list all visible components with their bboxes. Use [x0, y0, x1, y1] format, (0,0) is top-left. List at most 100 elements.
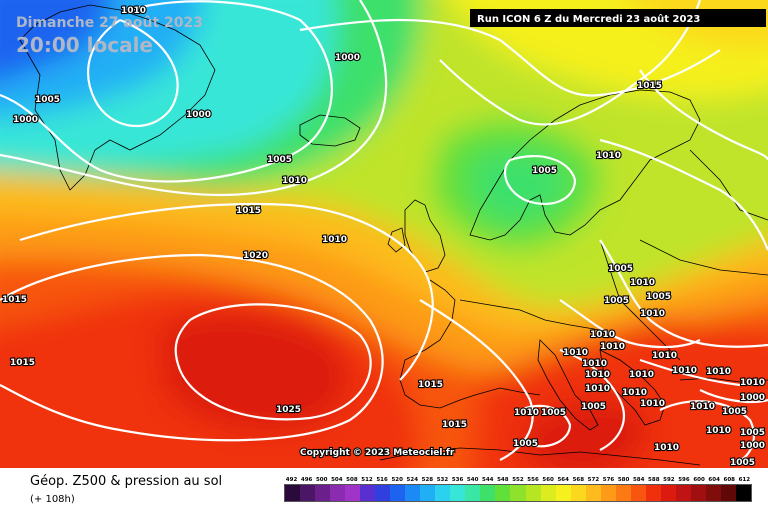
scale-value-label: 516: [376, 477, 388, 483]
scale-swatch: [285, 485, 301, 501]
isobar-label: 1005: [730, 458, 755, 468]
run-banner: Run ICON 6 Z du Mercredi 23 août 2023: [470, 9, 766, 27]
scale-swatch: [555, 485, 571, 501]
scale-swatch: [315, 485, 331, 501]
scale-value-label: 496: [300, 477, 313, 483]
isobar-label: 1000: [13, 115, 38, 125]
scale-swatch: [570, 485, 586, 501]
isobar-label: 1010: [740, 378, 765, 388]
isobar-label: 1005: [604, 296, 629, 306]
scale-swatch: [540, 485, 556, 501]
isobar-label: 1000: [740, 393, 765, 403]
isobar-label: 1025: [276, 405, 301, 415]
scale-swatch: [735, 485, 751, 501]
isobar-label: 1010: [282, 176, 307, 186]
scale-value-label: 588: [648, 477, 660, 483]
geopotential-field: [0, 0, 768, 468]
forecast-date: Dimanche 27 août 2023: [16, 15, 203, 31]
scale-swatch: [600, 485, 616, 501]
scale-swatch: [525, 485, 541, 501]
scale-value-label: 604: [708, 477, 720, 483]
scale-value-label: 528: [421, 477, 434, 483]
isobar-label: 1010: [654, 443, 679, 453]
scale-swatch: [630, 485, 646, 501]
scale-swatch: [495, 485, 511, 501]
legend-subtitle: (+ 108h): [30, 494, 75, 505]
isobar-label: 1005: [740, 428, 765, 438]
isobar-label: 1010: [585, 384, 610, 394]
scale-value-label: 536: [451, 477, 464, 483]
isobar-label: 1010: [629, 370, 654, 380]
scale-value-label: 540: [466, 477, 479, 483]
scale-value-label: 608: [723, 477, 735, 483]
scale-swatch: [705, 485, 721, 501]
scale-value-label: 492: [285, 477, 298, 483]
isobar-label: 1005: [541, 408, 566, 418]
scale-swatch: [300, 485, 316, 501]
scale-swatch: [720, 485, 736, 501]
isobar-label: 1000: [335, 53, 360, 63]
isobar-label: 1005: [581, 402, 606, 412]
isobar-label: 1015: [442, 420, 467, 430]
isobar-label: 1005: [35, 95, 60, 105]
scale-value-label: 612: [738, 477, 751, 483]
scale-value-label: 504: [331, 477, 343, 483]
scale-swatch: [360, 485, 376, 501]
scale-value-label: 544: [482, 477, 494, 483]
scale-swatch: [465, 485, 481, 501]
scale-value-label: 552: [512, 477, 524, 483]
isobar-label: 1010: [690, 402, 715, 412]
color-scale-labels: 492 496 500 504 508 512 516 520 524 528 532 536 540 5…: [284, 476, 752, 484]
forecast-local-time: 20:00 locale: [16, 33, 153, 57]
isobar-label: 1005: [608, 264, 633, 274]
isobar-label: 1005: [532, 166, 557, 176]
isobar-label: 1010: [706, 426, 731, 436]
scale-swatch: [510, 485, 526, 501]
isobar-label: 1010: [585, 370, 610, 380]
isobar-label: 1010: [672, 366, 697, 376]
color-scale-swatches: [284, 484, 752, 502]
scale-value-label: 560: [542, 477, 554, 483]
legend-title: Géop. Z500 & pression au sol: [30, 474, 223, 489]
scale-swatch: [450, 485, 466, 501]
isobar-label: 1010: [596, 151, 621, 161]
color-scale: 492 496 500 504 508 512 516 520 524 528 532 536 540 5…: [284, 476, 752, 510]
scale-swatch: [480, 485, 496, 501]
isobar-labels: 1010 1000 1005 1000 1000 1005 1010 1015 …: [1, 5, 766, 468]
run-banner-text: Run ICON 6 Z du Mercredi 23 août 2023: [477, 13, 700, 25]
scale-swatch: [675, 485, 691, 501]
isobar-label: 1015: [418, 380, 443, 390]
isobar-label: 1010: [590, 330, 615, 340]
isobar-label: 1010: [322, 235, 347, 245]
isobar-label: 1010: [630, 278, 655, 288]
isobar-label: 1000: [186, 110, 211, 120]
scale-value-label: 580: [617, 477, 630, 483]
isobars: [0, 0, 768, 465]
copyright-text: Copyright © 2023 Meteociel.fr: [300, 448, 455, 458]
scale-value-label: 568: [572, 477, 585, 483]
scale-swatch: [645, 485, 661, 501]
isobar-label: 1010: [640, 309, 665, 319]
isobar-label: 1015: [10, 358, 35, 368]
isobar-label: 1020: [243, 251, 268, 261]
scale-value-label: 512: [361, 477, 373, 483]
scale-value-label: 556: [527, 477, 539, 483]
scale-swatch: [615, 485, 631, 501]
scale-value-label: 520: [391, 477, 403, 483]
scale-value-label: 532: [436, 477, 449, 483]
isobar-label: 1005: [646, 292, 671, 302]
scale-swatch: [690, 485, 706, 501]
scale-value-label: 564: [557, 477, 569, 483]
scale-swatch: [375, 485, 391, 501]
isobar-label: 1015: [637, 81, 662, 91]
scale-value-label: 584: [632, 477, 645, 483]
scale-swatch: [330, 485, 346, 501]
isobar-label: 1010: [563, 348, 588, 358]
scale-value-label: 508: [346, 477, 358, 483]
isobar-label: 1010: [706, 367, 731, 377]
isobar-label: 1010: [622, 388, 647, 398]
scale-swatch: [660, 485, 676, 501]
isobar-label: 1010: [600, 342, 625, 352]
legend-footer: Géop. Z500 & pression au sol (+ 108h) 49…: [0, 468, 768, 512]
